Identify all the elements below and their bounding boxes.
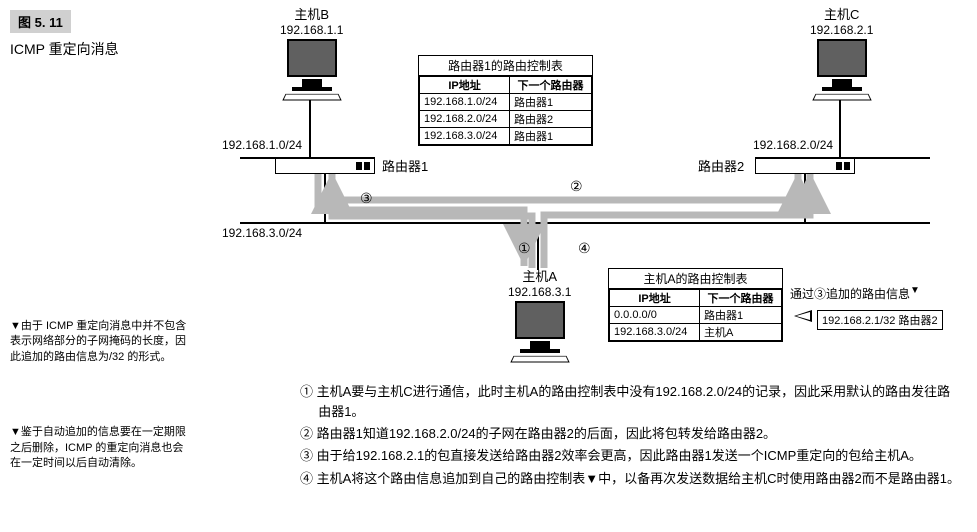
circled-4: ④ [578, 240, 591, 257]
rt1-col-1: 下一个路由器 [510, 77, 592, 94]
monitor-icon [287, 39, 337, 77]
added-route-box: 192.168.2.1/32 路由器2 [817, 310, 943, 330]
host-b-ip: 192.168.1.1 [280, 23, 343, 37]
rt1-cell: 路由器2 [510, 111, 592, 128]
router-1-label: 路由器1 [382, 156, 428, 175]
rt1-cell: 192.168.3.0/24 [420, 128, 510, 145]
host-a-label: 主机A [508, 266, 571, 285]
steps-block: ① 主机A要与主机C进行通信，此时主机A的路由控制表中没有192.168.2.0… [300, 380, 960, 491]
arrow-left-icon [794, 310, 812, 322]
side-note-2: ▼鉴于自动追加的信息要在一定期限之后删除，ICMP 的重定向消息也会在一定时间以… [10, 425, 190, 471]
circled-1: ① [518, 240, 531, 257]
circled-3: ③ [360, 190, 373, 207]
net-1-label: 192.168.1.0/24 [222, 138, 302, 152]
rta-col-0: IP地址 [610, 290, 700, 307]
host-c: 主机C 192.168.2.1 [810, 4, 873, 103]
routing-table-r1-caption: 路由器1的路由控制表 [419, 56, 592, 76]
host-a-ip: 192.168.3.1 [508, 285, 571, 299]
rta-cell: 主机A [700, 324, 782, 341]
rt1-col-0: IP地址 [420, 77, 510, 94]
rt1-cell: 192.168.2.0/24 [420, 111, 510, 128]
step-1: ① 主机A要与主机C进行通信，此时主机A的路由控制表中没有192.168.2.0… [300, 382, 960, 422]
net-2-label: 192.168.2.0/24 [753, 138, 833, 152]
rta-col-1: 下一个路由器 [700, 290, 782, 307]
host-b: 主机B 192.168.1.1 [280, 4, 343, 103]
router-2 [755, 158, 855, 174]
host-c-label: 主机C [810, 4, 873, 23]
step-3: ③ 由于给192.168.2.1的包直接发送给路由器2效率会更高，因此路由器1发… [300, 446, 960, 466]
rt1-cell: 路由器1 [510, 128, 592, 145]
step-4: ④ 主机A将这个路由信息追加到自己的路由控制表▼中，以备再次发送数据给主机C时使… [300, 469, 960, 489]
left-column: 图 5. 11 ICMP 重定向消息 ▼由于 ICMP 重定向消息中并不包含表示… [10, 10, 190, 471]
rt1-cell: 路由器1 [510, 94, 592, 111]
added-route-label: 通过③追加的路由信息▼ [790, 285, 920, 302]
rta-cell: 路由器1 [700, 307, 782, 324]
router-1 [275, 158, 375, 174]
host-c-ip: 192.168.2.1 [810, 23, 873, 37]
rta-cell: 0.0.0.0/0 [610, 307, 700, 324]
rta-cell: 192.168.3.0/24 [610, 324, 700, 341]
routing-table-host-a: 主机A的路由控制表 IP地址 下一个路由器 0.0.0.0/0路由器1 192.… [608, 268, 783, 342]
monitor-icon [515, 301, 565, 339]
net-3-label: 192.168.3.0/24 [222, 226, 302, 240]
host-a: 主机A 192.168.3.1 [508, 266, 571, 365]
network-diagram: 主机B 192.168.1.1 主机C 192.168.2.1 主机A 192.… [200, 0, 960, 380]
routing-table-r1: 路由器1的路由控制表 IP地址 下一个路由器 192.168.1.0/24路由器… [418, 55, 593, 146]
figure-tag: 图 5. 11 [10, 10, 71, 33]
rt1-cell: 192.168.1.0/24 [420, 94, 510, 111]
routing-table-hosta-caption: 主机A的路由控制表 [609, 269, 782, 289]
host-b-label: 主机B [280, 4, 343, 23]
figure-title: ICMP 重定向消息 [10, 39, 190, 59]
router-2-label: 路由器2 [698, 156, 744, 175]
monitor-icon [817, 39, 867, 77]
step-2: ② 路由器1知道192.168.2.0/24的子网在路由器2的后面，因此将包转发… [300, 424, 960, 444]
circled-2: ② [570, 178, 583, 195]
side-note-1: ▼由于 ICMP 重定向消息中并不包含表示网络部分的子网掩码的长度，因此追加的路… [10, 319, 190, 365]
